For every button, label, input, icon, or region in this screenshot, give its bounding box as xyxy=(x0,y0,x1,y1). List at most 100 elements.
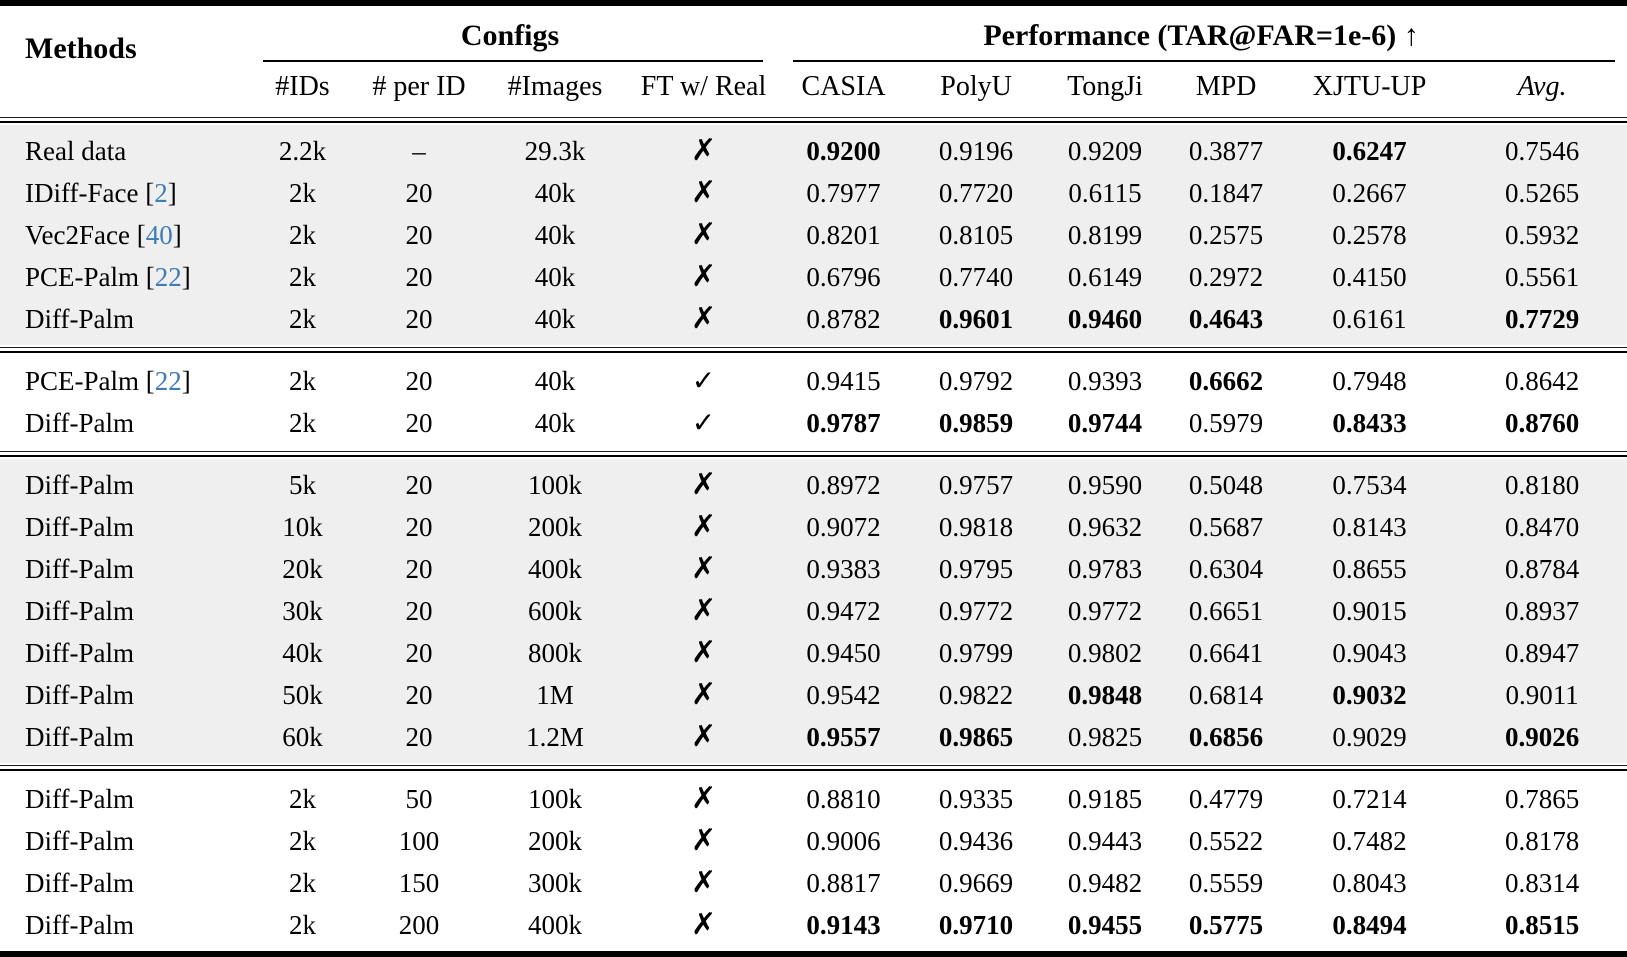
table-body: Real data 2.2k –29.3k ✗ 0.9200 0.9196 0.9209 0.… xyxy=(0,115,1627,951)
ft-real-cell: ✗ xyxy=(632,298,776,345)
metric-cell: 0.9026 xyxy=(1457,716,1627,763)
header-group-row: Methods Configs Performance (TAR@FAR=1e-… xyxy=(0,6,1627,65)
metric-cell: 0.9415 xyxy=(806,366,881,396)
method-cell: PCE-Palm [22] xyxy=(25,366,191,396)
column-header: XJTU-UP xyxy=(1312,71,1427,102)
metric-cell: 0.9783 xyxy=(1040,548,1171,590)
col-group-performance: Performance (TAR@FAR=1e-6) ↑ xyxy=(775,6,1627,62)
table-row: Diff-Palm 2k 100 200k ✗ 0.9006 0.9436 0.9443 0.5… xyxy=(0,820,1627,862)
method-cell: Diff-Palm xyxy=(0,459,245,506)
method-name: Vec2Face xyxy=(25,220,130,250)
method-name: Diff-Palm xyxy=(25,910,134,940)
citation-link[interactable]: 22 xyxy=(154,366,182,396)
configs-group-label: Configs xyxy=(460,19,560,52)
per-id-cell: 20 xyxy=(360,506,478,548)
metric-cell: 0.7740 xyxy=(912,256,1041,298)
method-cell: Real data xyxy=(0,125,245,172)
metric-cell: 0.9072 xyxy=(775,506,913,548)
header-separator-line xyxy=(0,117,1627,123)
metric-cell: 0.8784 xyxy=(1457,548,1627,590)
header-separator xyxy=(0,115,1627,125)
metric-cell: 0.9557 xyxy=(775,716,913,763)
metric-cell: 0.8201 xyxy=(775,214,913,256)
metric-cell: 0.7977 xyxy=(775,172,913,214)
metric-cell: 0.7729 xyxy=(1457,298,1627,345)
metric-cell: 0.7720 xyxy=(912,172,1041,214)
metric-cell: 0.9744 xyxy=(1067,408,1143,438)
metric-cell: 0.9825 xyxy=(1040,716,1171,763)
method-name: PCE-Palm xyxy=(25,366,140,396)
metric-cell: 0.9455 xyxy=(1067,910,1143,940)
table-bottom-rule xyxy=(0,951,1627,957)
per-id-cell: – xyxy=(360,125,478,172)
ids-cell: 2k xyxy=(289,910,316,940)
images-cell: 40k xyxy=(534,408,576,438)
metric-cell: 0.9822 xyxy=(912,674,1041,716)
ft-real-cell: ✗ xyxy=(632,459,776,506)
metric-cell: 0.9757 xyxy=(912,459,1041,506)
ids-cell: 2k xyxy=(245,298,360,345)
ft-real-cell: ✗ xyxy=(632,820,775,862)
group-separator-line xyxy=(0,765,1627,771)
metric-cell: 0.9799 xyxy=(912,632,1041,674)
group-separator xyxy=(0,345,1627,355)
method-cell: Diff-Palm xyxy=(0,506,245,548)
images-cell: 100k xyxy=(478,459,632,506)
metric-cell: 0.9200 xyxy=(775,125,913,172)
metric-cell: 0.9542 xyxy=(775,674,913,716)
cross-icon: ✗ xyxy=(690,551,717,586)
method-cell: Diff-Palm xyxy=(0,548,245,590)
metric-cell: 0.8178 xyxy=(1504,826,1580,856)
citation-link[interactable]: 40 xyxy=(145,220,173,250)
metric-cell: 0.9669 xyxy=(938,868,1014,898)
metric-cell: 0.9590 xyxy=(1040,459,1171,506)
metric-cell: 0.6115 xyxy=(1040,172,1171,214)
ids-cell: 2k xyxy=(289,408,316,438)
method-name: Diff-Palm xyxy=(25,304,134,334)
metric-cell: 0.5048 xyxy=(1170,459,1283,506)
metric-cell: 0.8817 xyxy=(806,868,881,898)
citation-link[interactable]: 2 xyxy=(154,178,168,208)
metric-cell: 0.9209 xyxy=(1040,125,1171,172)
metric-cell: 0.8655 xyxy=(1282,548,1458,590)
images-cell: 40k xyxy=(534,366,576,396)
metric-cell: 0.8782 xyxy=(775,298,913,345)
metric-cell: 0.9792 xyxy=(938,366,1014,396)
group-separator xyxy=(0,449,1627,459)
method-cell: Diff-Palm xyxy=(0,716,245,763)
column-header: FT w/ Real xyxy=(640,71,767,102)
cross-icon: ✗ xyxy=(690,175,717,210)
cross-icon: ✗ xyxy=(690,301,717,336)
per-id-cell: 20 xyxy=(360,674,478,716)
metric-cell: 0.9632 xyxy=(1040,506,1171,548)
metric-cell: 0.8105 xyxy=(912,214,1041,256)
metric-cell: 0.6247 xyxy=(1282,125,1458,172)
metric-cell: 0.9196 xyxy=(912,125,1041,172)
metric-cell: 0.8199 xyxy=(1040,214,1171,256)
metric-cell: 0.8972 xyxy=(775,459,913,506)
column-header: CASIA xyxy=(801,71,886,102)
ids-cell: 20k xyxy=(245,548,360,590)
metric-cell: 0.9772 xyxy=(1040,590,1171,632)
metric-cell: 0.5979 xyxy=(1188,408,1264,438)
metric-cell: 0.9006 xyxy=(806,826,881,856)
ids-cell: 2k xyxy=(289,826,316,856)
ids-cell: 2k xyxy=(289,784,316,814)
metric-cell: 0.1847 xyxy=(1170,172,1283,214)
method-name: Diff-Palm xyxy=(25,596,134,626)
group-separator xyxy=(0,763,1627,773)
metric-cell: 0.4779 xyxy=(1188,784,1264,814)
check-icon: ✓ xyxy=(691,406,716,439)
ids-cell: 2k xyxy=(289,868,316,898)
metric-cell: 0.8433 xyxy=(1332,408,1407,438)
table-row: Diff-Palm 2k 20 40k ✗ 0.8782 0.9601 0.9460 0.464… xyxy=(0,298,1627,345)
metric-cell: 0.6856 xyxy=(1170,716,1283,763)
table-top-rule xyxy=(0,0,1627,6)
group-separator xyxy=(0,763,1627,773)
images-cell: 29.3k xyxy=(478,125,632,172)
ids-cell: 10k xyxy=(245,506,360,548)
metric-cell: 0.6796 xyxy=(775,256,913,298)
citation-link[interactable]: 22 xyxy=(154,262,182,292)
method-cell: Diff-Palm xyxy=(0,773,245,820)
metric-cell: 0.8937 xyxy=(1457,590,1627,632)
